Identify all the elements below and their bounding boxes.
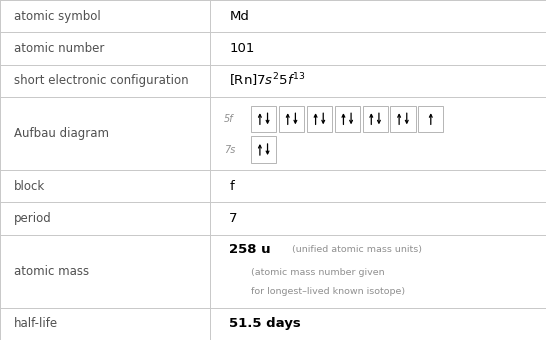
- Text: period: period: [14, 212, 51, 225]
- Text: short electronic configuration: short electronic configuration: [14, 74, 188, 87]
- Text: 7s: 7s: [224, 144, 235, 154]
- Text: f: f: [229, 180, 234, 193]
- Text: for longest–lived known isotope): for longest–lived known isotope): [251, 287, 405, 296]
- Bar: [363, 105, 388, 132]
- Text: block: block: [14, 180, 45, 193]
- Bar: [251, 105, 276, 132]
- Bar: [335, 105, 360, 132]
- Text: 101: 101: [229, 42, 254, 55]
- Bar: [307, 105, 332, 132]
- Text: Aufbau diagram: Aufbau diagram: [14, 127, 109, 140]
- Text: 51.5 days: 51.5 days: [229, 317, 301, 330]
- Bar: [279, 105, 304, 132]
- Text: 258 u: 258 u: [229, 243, 271, 256]
- Text: (atomic mass number given: (atomic mass number given: [251, 268, 385, 277]
- Bar: [390, 105, 416, 132]
- Text: $\mathregular{[Rn]7}s^{2}5f^{13}$: $\mathregular{[Rn]7}s^{2}5f^{13}$: [229, 72, 306, 89]
- Bar: [251, 136, 276, 163]
- Text: half-life: half-life: [14, 317, 58, 330]
- Text: 5f: 5f: [224, 114, 234, 124]
- Bar: [418, 105, 443, 132]
- Text: atomic number: atomic number: [14, 42, 104, 55]
- Text: (unified atomic mass units): (unified atomic mass units): [292, 245, 422, 254]
- Text: atomic symbol: atomic symbol: [14, 10, 100, 23]
- Text: Md: Md: [229, 10, 249, 23]
- Text: atomic mass: atomic mass: [14, 265, 89, 278]
- Text: 7: 7: [229, 212, 238, 225]
